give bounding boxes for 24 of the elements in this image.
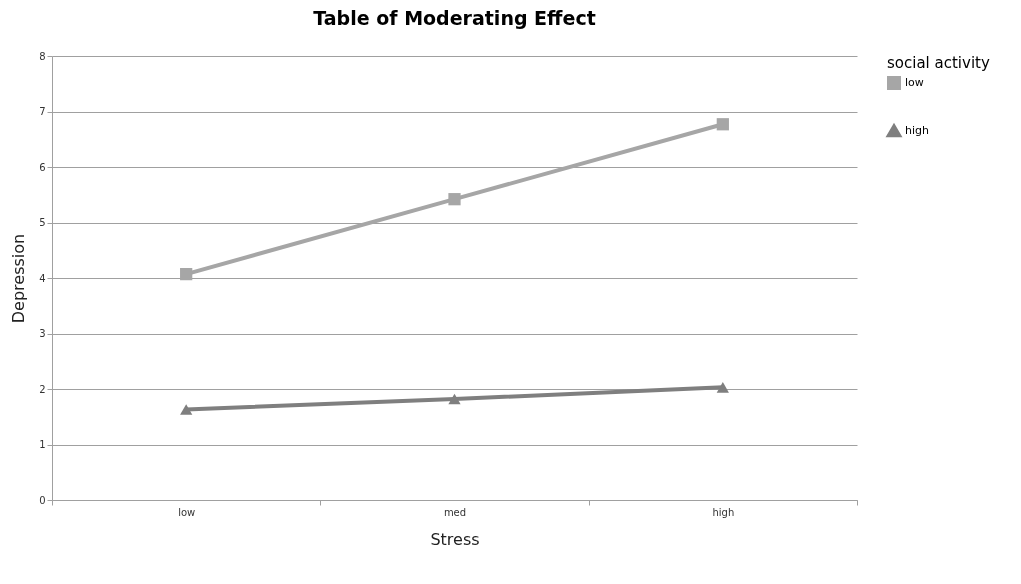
point — [716, 382, 729, 393]
y-tick-label: 1 — [39, 439, 46, 450]
y-tick-label: 3 — [39, 328, 46, 339]
legend-label: low — [905, 76, 924, 89]
legend-title: social activity — [887, 54, 990, 72]
y-tick-label: 0 — [39, 494, 46, 506]
chart-title: Table of Moderating Effect — [313, 7, 596, 29]
x-tick-label: high — [712, 506, 735, 518]
y-tick-label: 5 — [39, 217, 46, 228]
x-tick-label: low — [178, 506, 196, 518]
x-axis-title: Stress — [430, 529, 480, 549]
point — [180, 404, 193, 415]
point — [448, 393, 461, 405]
point — [716, 118, 729, 131]
y-tick-label: 6 — [39, 161, 46, 173]
legend-label: high — [905, 124, 930, 137]
y-tick-label: 7 — [39, 106, 46, 117]
x-tick-label: med — [443, 506, 467, 518]
y-axis-title: Depression — [9, 233, 29, 324]
y-tick-label: 2 — [39, 383, 46, 395]
point — [448, 193, 461, 206]
y-tick-label: 8 — [39, 50, 46, 62]
point — [180, 267, 193, 281]
y-tick-label: 4 — [39, 272, 46, 284]
